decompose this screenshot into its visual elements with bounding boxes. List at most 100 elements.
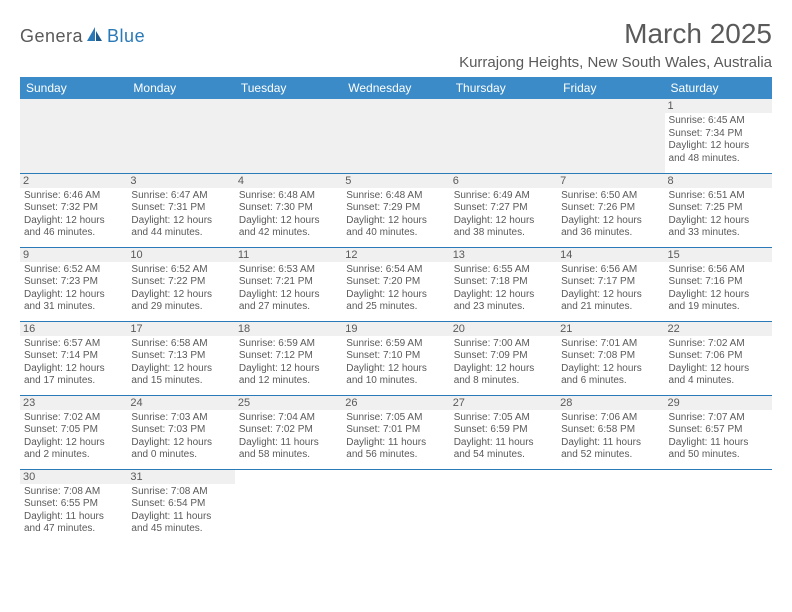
date-number: 11 <box>235 248 342 262</box>
date-number: 6 <box>450 174 557 188</box>
day-details: Sunrise: 6:56 AMSunset: 7:16 PMDaylight:… <box>669 264 768 314</box>
location: Kurrajong Heights, New South Wales, Aust… <box>459 54 772 71</box>
week-row: 23 Sunrise: 7:02 AMSunset: 7:05 PMDayligh… <box>20 395 772 469</box>
date-number: 10 <box>127 248 234 262</box>
day-cell: 12 Sunrise: 6:54 AMSunset: 7:20 PMDayligh… <box>342 247 449 321</box>
date-number: 30 <box>20 470 127 484</box>
date-number: 1 <box>665 99 772 113</box>
date-number: 20 <box>450 322 557 336</box>
brand-logo: Genera Blue <box>20 18 145 47</box>
day-cell: 16 Sunrise: 6:57 AMSunset: 7:14 PMDayligh… <box>20 321 127 395</box>
date-number: 24 <box>127 396 234 410</box>
day-details: Sunrise: 6:49 AMSunset: 7:27 PMDaylight:… <box>454 190 553 240</box>
date-number: 2 <box>20 174 127 188</box>
date-number: 17 <box>127 322 234 336</box>
date-number: 23 <box>20 396 127 410</box>
day-details: Sunrise: 7:00 AMSunset: 7:09 PMDaylight:… <box>454 338 553 388</box>
date-number: 16 <box>20 322 127 336</box>
week-row: 30 Sunrise: 7:08 AMSunset: 6:55 PMDayligh… <box>20 469 772 543</box>
day-details: Sunrise: 7:02 AMSunset: 7:06 PMDaylight:… <box>669 338 768 388</box>
day-cell: 24 Sunrise: 7:03 AMSunset: 7:03 PMDayligh… <box>127 395 234 469</box>
day-cell: 27 Sunrise: 7:05 AMSunset: 6:59 PMDayligh… <box>450 395 557 469</box>
date-number: 22 <box>665 322 772 336</box>
day-cell: 2 Sunrise: 6:46 AMSunset: 7:32 PMDaylight… <box>20 173 127 247</box>
date-number: 13 <box>450 248 557 262</box>
week-row: 2 Sunrise: 6:46 AMSunset: 7:32 PMDaylight… <box>20 173 772 247</box>
day-details: Sunrise: 6:47 AMSunset: 7:31 PMDaylight:… <box>131 190 230 240</box>
day-cell: 14 Sunrise: 6:56 AMSunset: 7:17 PMDayligh… <box>557 247 664 321</box>
day-details: Sunrise: 6:59 AMSunset: 7:12 PMDaylight:… <box>239 338 338 388</box>
day-cell: 4Sunrise: 6:48 AMSunset: 7:30 PMDaylight… <box>235 173 342 247</box>
dayhead-saturday: Saturday <box>665 77 772 99</box>
day-details: Sunrise: 6:56 AMSunset: 7:17 PMDaylight:… <box>561 264 660 314</box>
day-cell <box>235 99 342 173</box>
day-cell <box>342 469 449 543</box>
day-cell: 3Sunrise: 6:47 AMSunset: 7:31 PMDaylight… <box>127 173 234 247</box>
day-header-row: Sunday Monday Tuesday Wednesday Thursday… <box>20 77 772 99</box>
brand-part1: Genera <box>20 26 83 47</box>
day-details: Sunrise: 7:08 AMSunset: 6:54 PMDaylight:… <box>131 486 230 536</box>
date-number: 19 <box>342 322 449 336</box>
date-number: 29 <box>665 396 772 410</box>
dayhead-friday: Friday <box>557 77 664 99</box>
date-number: 31 <box>127 470 234 484</box>
day-details: Sunrise: 6:46 AMSunset: 7:32 PMDaylight:… <box>24 190 123 240</box>
day-cell: 26Sunrise: 7:05 AMSunset: 7:01 PMDayligh… <box>342 395 449 469</box>
day-cell: 6 Sunrise: 6:49 AMSunset: 7:27 PMDaylight… <box>450 173 557 247</box>
date-number: 26 <box>342 396 449 410</box>
day-details: Sunrise: 6:51 AMSunset: 7:25 PMDaylight:… <box>669 190 768 240</box>
day-details: Sunrise: 6:58 AMSunset: 7:13 PMDaylight:… <box>131 338 230 388</box>
day-cell <box>127 99 234 173</box>
day-details: Sunrise: 6:45 AMSunset: 7:34 PMDaylight:… <box>669 115 768 165</box>
day-cell: 28Sunrise: 7:06 AMSunset: 6:58 PMDayligh… <box>557 395 664 469</box>
day-cell <box>20 99 127 173</box>
day-details: Sunrise: 7:03 AMSunset: 7:03 PMDaylight:… <box>131 412 230 462</box>
day-cell: 9Sunrise: 6:52 AMSunset: 7:23 PMDaylight… <box>20 247 127 321</box>
dayhead-tuesday: Tuesday <box>235 77 342 99</box>
day-details: Sunrise: 7:05 AMSunset: 6:59 PMDaylight:… <box>454 412 553 462</box>
day-cell: 25 Sunrise: 7:04 AMSunset: 7:02 PMDayligh… <box>235 395 342 469</box>
day-cell: 17 Sunrise: 6:58 AMSunset: 7:13 PMDayligh… <box>127 321 234 395</box>
date-number: 18 <box>235 322 342 336</box>
day-details: Sunrise: 6:59 AMSunset: 7:10 PMDaylight:… <box>346 338 445 388</box>
date-number: 25 <box>235 396 342 410</box>
title-block: March 2025 Kurrajong Heights, New South … <box>459 18 772 71</box>
date-number: 15 <box>665 248 772 262</box>
day-details: Sunrise: 6:57 AMSunset: 7:14 PMDaylight:… <box>24 338 123 388</box>
day-cell: 15 Sunrise: 6:56 AMSunset: 7:16 PMDayligh… <box>665 247 772 321</box>
day-cell <box>450 99 557 173</box>
day-cell: 31 Sunrise: 7:08 AMSunset: 6:54 PMDayligh… <box>127 469 234 543</box>
day-cell: 30 Sunrise: 7:08 AMSunset: 6:55 PMDayligh… <box>20 469 127 543</box>
day-cell: 8 Sunrise: 6:51 AMSunset: 7:25 PMDaylight… <box>665 173 772 247</box>
day-details: Sunrise: 6:53 AMSunset: 7:21 PMDaylight:… <box>239 264 338 314</box>
day-details: Sunrise: 7:02 AMSunset: 7:05 PMDaylight:… <box>24 412 123 462</box>
day-cell: 10 Sunrise: 6:52 AMSunset: 7:22 PMDayligh… <box>127 247 234 321</box>
day-cell: 21Sunrise: 7:01 AMSunset: 7:08 PMDayligh… <box>557 321 664 395</box>
day-details: Sunrise: 6:52 AMSunset: 7:23 PMDaylight:… <box>24 264 123 314</box>
date-number: 21 <box>557 322 664 336</box>
day-details: Sunrise: 6:48 AMSunset: 7:30 PMDaylight:… <box>239 190 338 240</box>
day-details: Sunrise: 7:04 AMSunset: 7:02 PMDaylight:… <box>239 412 338 462</box>
date-number: 12 <box>342 248 449 262</box>
dayhead-thursday: Thursday <box>450 77 557 99</box>
day-details: Sunrise: 7:08 AMSunset: 6:55 PMDaylight:… <box>24 486 123 536</box>
week-row: 1 Sunrise: 6:45 AMSunset: 7:34 PMDaylight… <box>20 99 772 173</box>
date-number: 14 <box>557 248 664 262</box>
dayhead-wednesday: Wednesday <box>342 77 449 99</box>
calendar-body: 1 Sunrise: 6:45 AMSunset: 7:34 PMDaylight… <box>20 99 772 543</box>
day-cell: 23 Sunrise: 7:02 AMSunset: 7:05 PMDayligh… <box>20 395 127 469</box>
day-details: Sunrise: 6:52 AMSunset: 7:22 PMDaylight:… <box>131 264 230 314</box>
month-title: March 2025 <box>459 18 772 50</box>
day-cell <box>450 469 557 543</box>
day-cell: 1 Sunrise: 6:45 AMSunset: 7:34 PMDaylight… <box>665 99 772 173</box>
date-number: 27 <box>450 396 557 410</box>
date-number: 8 <box>665 174 772 188</box>
date-number: 5 <box>342 174 449 188</box>
day-details: Sunrise: 6:55 AMSunset: 7:18 PMDaylight:… <box>454 264 553 314</box>
day-cell <box>235 469 342 543</box>
day-cell: 7Sunrise: 6:50 AMSunset: 7:26 PMDaylight… <box>557 173 664 247</box>
day-details: Sunrise: 6:54 AMSunset: 7:20 PMDaylight:… <box>346 264 445 314</box>
day-details: Sunrise: 7:07 AMSunset: 6:57 PMDaylight:… <box>669 412 768 462</box>
header: Genera Blue March 2025 Kurrajong Heights… <box>20 18 772 71</box>
day-cell <box>557 99 664 173</box>
